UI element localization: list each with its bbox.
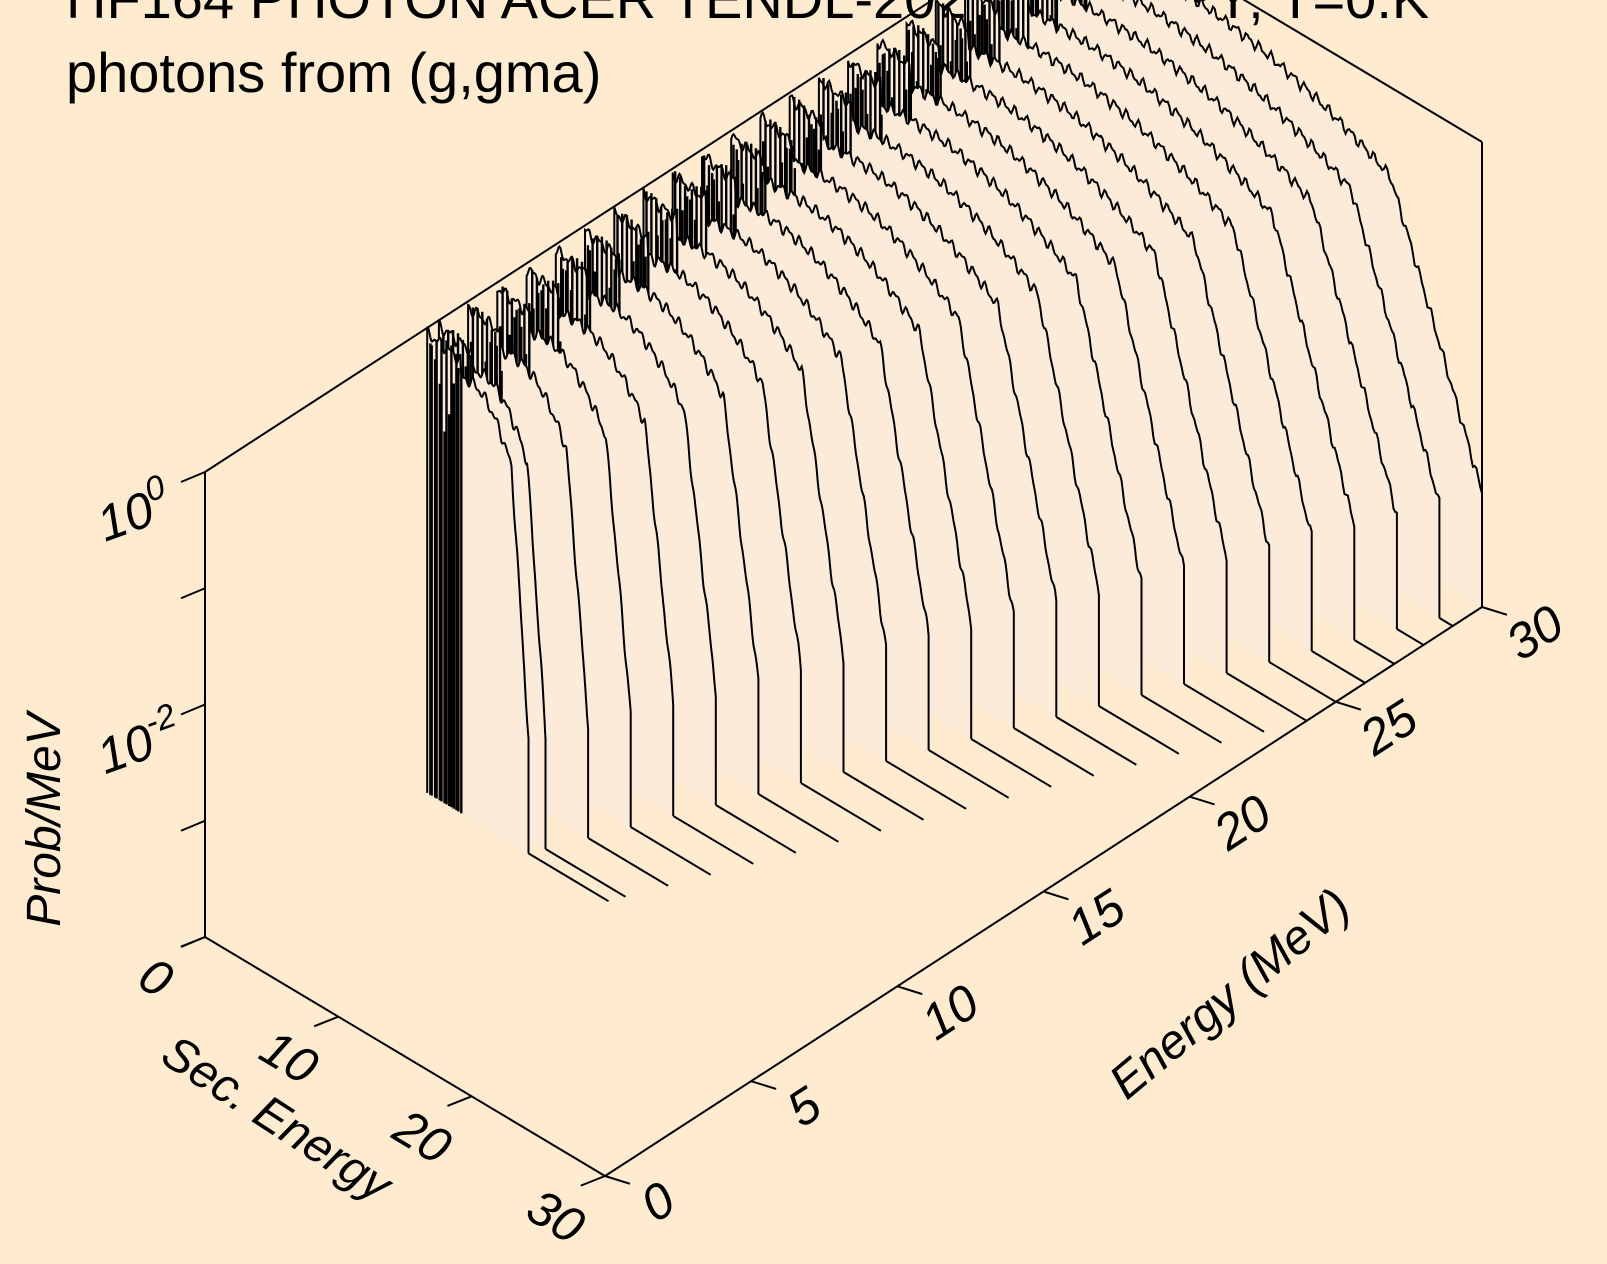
slice-baseline	[1353, 639, 1395, 665]
x-axis-line	[204, 936, 606, 1177]
y-tick-label: 25	[1349, 689, 1427, 767]
x-tick-label: 0	[129, 946, 182, 1008]
slice-baseline	[545, 848, 627, 898]
slice-baseline	[527, 852, 610, 903]
y-tick	[897, 985, 923, 996]
y-tick-label: 10	[911, 973, 988, 1050]
slice-baseline	[1055, 716, 1137, 766]
slice-baseline	[587, 837, 669, 887]
y-tick-label: 0	[631, 1171, 685, 1233]
slice-curve	[730, 132, 973, 739]
slice-24	[426, 326, 610, 903]
z-tick	[180, 471, 206, 483]
slice-baseline	[630, 826, 712, 876]
y-tick-label: 15	[1058, 879, 1135, 956]
slice-baseline	[800, 782, 882, 832]
slice-curve	[584, 227, 760, 794]
slice-curve	[701, 153, 930, 750]
spectrum-slices	[426, 0, 1483, 903]
y-tick	[1481, 606, 1508, 616]
slice-baseline	[1098, 705, 1180, 755]
z-tick	[180, 936, 206, 948]
slice-baseline	[1396, 628, 1425, 646]
slice-baseline	[1438, 617, 1454, 627]
back-top-edge	[204, 0, 935, 473]
slice-baseline	[885, 760, 967, 810]
y-tick	[1043, 890, 1069, 901]
slice-curve	[426, 326, 530, 854]
slice-baseline	[1013, 727, 1095, 777]
z-tick	[180, 703, 206, 716]
slice-lines	[429, 338, 463, 814]
slice-baseline	[842, 771, 925, 821]
slice-curve	[876, 38, 1185, 684]
slice-baseline	[757, 793, 839, 843]
x-tick	[580, 1175, 606, 1187]
slice-curve	[525, 266, 675, 816]
z-tick	[180, 819, 206, 832]
y-axis-label: Energy (MeV)	[1100, 879, 1361, 1110]
z-tick	[180, 587, 206, 600]
slice-curve	[1051, 0, 1441, 618]
slice-baseline	[970, 738, 1052, 788]
y-tick-label: 5	[777, 1076, 831, 1138]
slice-baseline	[1140, 694, 1222, 744]
slice-curve	[496, 287, 632, 827]
slice-curve	[467, 303, 590, 838]
y-tick	[1335, 700, 1362, 711]
slice-curve	[934, 0, 1271, 662]
slice-curve	[817, 77, 1100, 706]
slice-curve	[964, 0, 1313, 651]
slice-curve	[1022, 0, 1398, 629]
slice-curve	[993, 0, 1356, 640]
slice-baseline	[672, 815, 754, 865]
x-tick	[313, 1015, 339, 1028]
slice-curve	[847, 60, 1143, 695]
slice-baseline	[1311, 650, 1366, 684]
slice-baseline	[715, 804, 797, 854]
x-tick	[447, 1095, 473, 1107]
z-axis-label: Prob/MeV	[18, 709, 71, 926]
y-tick-label: 20	[1203, 784, 1281, 862]
z-tick-label: 100	[87, 468, 179, 553]
y-tick-label: 30	[1496, 594, 1573, 671]
slice-curve	[759, 110, 1015, 728]
slice-curve	[437, 319, 547, 849]
z-tick-label: 10-2	[87, 696, 189, 785]
y-tick	[604, 1175, 631, 1185]
slice-curve	[1081, 0, 1483, 607]
slice-baseline	[928, 749, 1010, 799]
slice-curve	[905, 19, 1228, 673]
slice-baseline	[1183, 683, 1265, 733]
y-tick	[1189, 795, 1215, 806]
slice-curve	[788, 94, 1058, 717]
side-top-edge	[1242, 0, 1483, 143]
slice-baseline	[1226, 672, 1308, 722]
slice-baseline	[1268, 661, 1337, 703]
chart-subtitle: photons from (g,gma)	[66, 41, 601, 104]
x-tick-label: 30	[517, 1178, 594, 1255]
y-tick	[750, 1080, 777, 1090]
slice-curve	[613, 206, 802, 783]
slice-curve	[671, 172, 888, 761]
